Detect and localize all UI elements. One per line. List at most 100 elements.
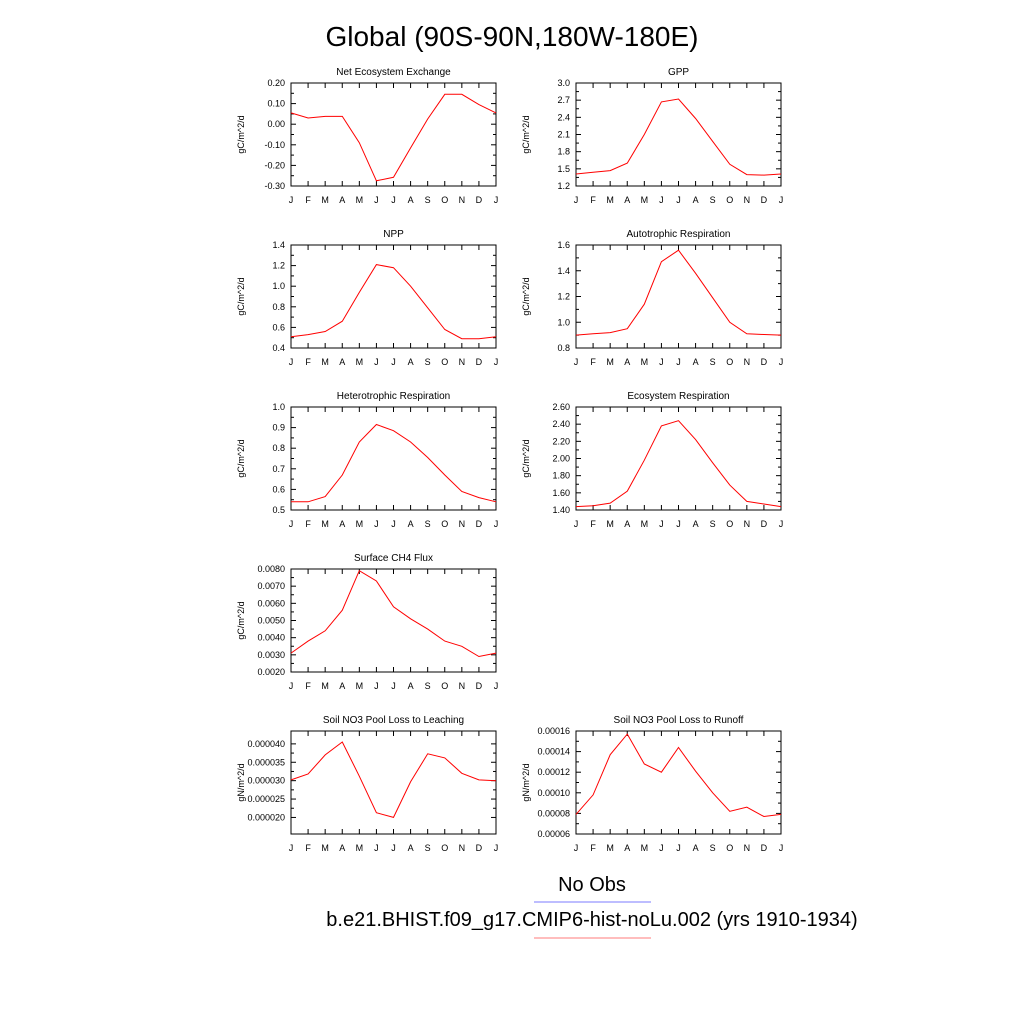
x-tick-label: M [356, 681, 364, 691]
x-tick-label: S [710, 195, 716, 205]
x-tick-label: O [726, 519, 733, 529]
x-tick-label: J [574, 357, 579, 367]
x-tick-label: J [574, 195, 579, 205]
y-tick-label: 1.0 [272, 281, 285, 291]
x-tick-label: M [641, 843, 649, 853]
x-tick-label: J [391, 519, 396, 529]
plot-frame [290, 82, 497, 187]
y-axis-label: gN/m^2/d [236, 763, 246, 801]
x-tick-label: S [425, 519, 431, 529]
x-tick-label: J [374, 681, 379, 691]
y-tick-label: 0.000025 [247, 794, 285, 804]
panel-title: Heterotrophic Respiration [337, 391, 450, 402]
x-tick-label: J [676, 843, 681, 853]
y-tick-label: 0.0060 [257, 598, 285, 608]
series-line [290, 569, 497, 658]
series-line [290, 264, 497, 340]
y-tick-label: 1.2 [557, 181, 570, 191]
x-tick-label: J [374, 357, 379, 367]
x-tick-label: D [476, 843, 483, 853]
x-tick-label: O [726, 843, 733, 853]
figure-title: Global (90S-90N,180W-180E) [325, 21, 698, 52]
y-tick-label: 0.10 [267, 99, 285, 109]
y-tick-label: 2.1 [557, 130, 570, 140]
y-axis-label: gC/m^2/d [236, 115, 246, 153]
series-line [575, 249, 782, 336]
x-tick-label: A [408, 195, 414, 205]
y-axis-label: gC/m^2/d [236, 601, 246, 639]
y-axis-label: gC/m^2/d [521, 439, 531, 477]
x-tick-label: S [425, 681, 431, 691]
y-tick-label: 1.8 [557, 147, 570, 157]
x-tick-label: N [459, 195, 466, 205]
y-tick-label: 0.5 [272, 505, 285, 515]
x-tick-label: S [710, 519, 716, 529]
x-tick-label: J [494, 843, 499, 853]
y-tick-label: 2.00 [552, 454, 570, 464]
y-tick-label: 0.00010 [537, 788, 570, 798]
x-tick-label: N [744, 357, 751, 367]
x-tick-label: M [356, 195, 364, 205]
series-line [575, 420, 782, 508]
x-tick-label: J [494, 195, 499, 205]
panel-title: Surface CH4 Flux [354, 553, 433, 564]
x-tick-label: S [425, 195, 431, 205]
x-tick-label: F [305, 681, 311, 691]
y-tick-label: 0.0020 [257, 667, 285, 677]
x-tick-label: D [476, 519, 483, 529]
x-tick-label: J [676, 519, 681, 529]
x-tick-label: N [459, 681, 466, 691]
x-tick-label: J [574, 519, 579, 529]
x-tick-label: S [425, 843, 431, 853]
x-tick-label: O [726, 357, 733, 367]
legend-label-model: b.e21.BHIST.f09_g17.CMIP6-hist-noLu.002 … [326, 909, 857, 931]
plot-frame [290, 406, 497, 511]
y-axis-label: gC/m^2/d [236, 277, 246, 315]
y-tick-label: 0.20 [267, 78, 285, 88]
x-tick-label: D [761, 195, 768, 205]
x-tick-label: J [494, 357, 499, 367]
x-tick-label: N [459, 843, 466, 853]
x-tick-label: M [321, 519, 329, 529]
panel-title: Soil NO3 Pool Loss to Runoff [614, 715, 744, 726]
x-tick-label: J [289, 519, 294, 529]
x-tick-label: O [441, 357, 448, 367]
y-tick-label: 1.2 [557, 292, 570, 302]
x-tick-label: J [574, 843, 579, 853]
y-tick-label: 0.00014 [537, 747, 570, 757]
panel-title: GPP [668, 67, 689, 78]
y-tick-label: 1.4 [557, 266, 570, 276]
x-tick-label: O [441, 195, 448, 205]
x-tick-label: J [374, 519, 379, 529]
x-tick-label: F [590, 519, 596, 529]
x-tick-label: J [494, 681, 499, 691]
y-tick-label: 0.00008 [537, 808, 570, 818]
panel-title: Ecosystem Respiration [627, 391, 729, 402]
y-tick-label: 0.0070 [257, 581, 285, 591]
y-tick-label: 0.00016 [537, 726, 570, 736]
x-tick-label: S [710, 843, 716, 853]
y-tick-label: 0.0080 [257, 564, 285, 574]
x-tick-label: A [624, 357, 630, 367]
y-tick-label: 2.20 [552, 436, 570, 446]
x-tick-label: F [590, 195, 596, 205]
x-tick-label: J [676, 195, 681, 205]
y-tick-label: 3.0 [557, 78, 570, 88]
y-tick-label: 0.00012 [537, 767, 570, 777]
x-tick-label: J [289, 681, 294, 691]
x-tick-label: O [441, 843, 448, 853]
y-tick-label: 0.0050 [257, 616, 285, 626]
x-tick-label: N [459, 519, 466, 529]
x-tick-label: F [305, 195, 311, 205]
plot-frame [290, 730, 497, 835]
x-tick-label: M [356, 843, 364, 853]
x-tick-label: J [659, 195, 664, 205]
y-tick-label: 0.6 [272, 322, 285, 332]
y-axis-label: gC/m^2/d [521, 115, 531, 153]
x-tick-label: O [726, 195, 733, 205]
x-tick-label: A [693, 357, 699, 367]
